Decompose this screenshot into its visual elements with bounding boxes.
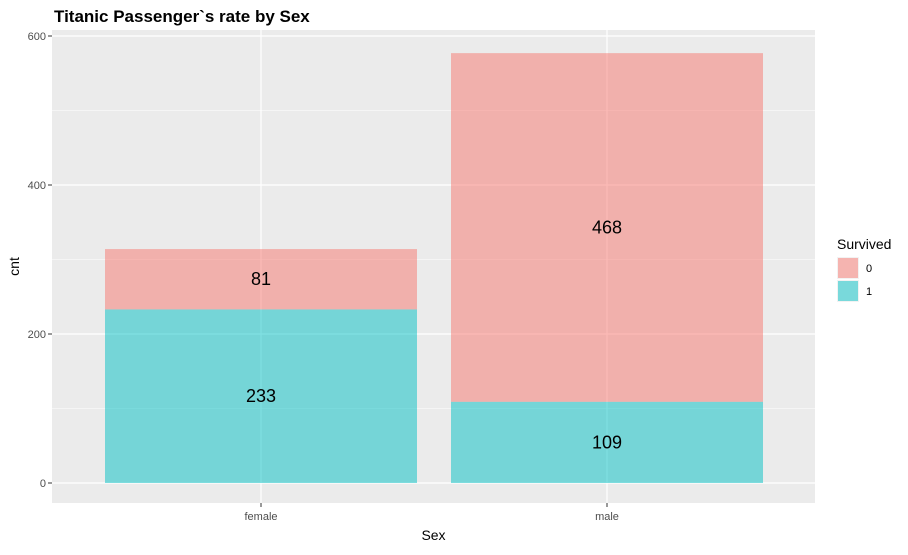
bar-male-survived-1 [451, 401, 763, 483]
x-axis-title: Sex [421, 527, 445, 543]
chart-title: Titanic Passenger`s rate by Sex [54, 7, 310, 26]
bar-female-survived-0 [105, 249, 417, 310]
x-tick-label: male [595, 511, 619, 523]
legend-label-1: 1 [866, 286, 872, 298]
legend: Survived 0 1 [837, 236, 891, 302]
y-tick-label: 600 [28, 31, 46, 43]
legend-swatch-0 [838, 258, 858, 278]
data-labels: 233 81 109 468 [246, 217, 622, 452]
data-label: 468 [592, 217, 622, 237]
data-label: 233 [246, 386, 276, 406]
y-axis-title: cnt [6, 257, 22, 276]
y-tick-label: 200 [28, 329, 46, 341]
bars [105, 53, 763, 483]
bar-male-survived-0 [451, 53, 763, 402]
legend-swatch-1 [838, 281, 858, 301]
data-label: 81 [251, 269, 271, 289]
legend-label-0: 0 [866, 263, 872, 275]
legend-title: Survived [837, 236, 891, 252]
axes: 0 200 400 600 female male [28, 31, 619, 523]
x-tick-label: female [244, 511, 277, 523]
y-tick-label: 0 [40, 478, 46, 490]
y-tick-label: 400 [28, 180, 46, 192]
bar-female-survived-1 [105, 309, 417, 483]
data-label: 109 [592, 432, 622, 452]
